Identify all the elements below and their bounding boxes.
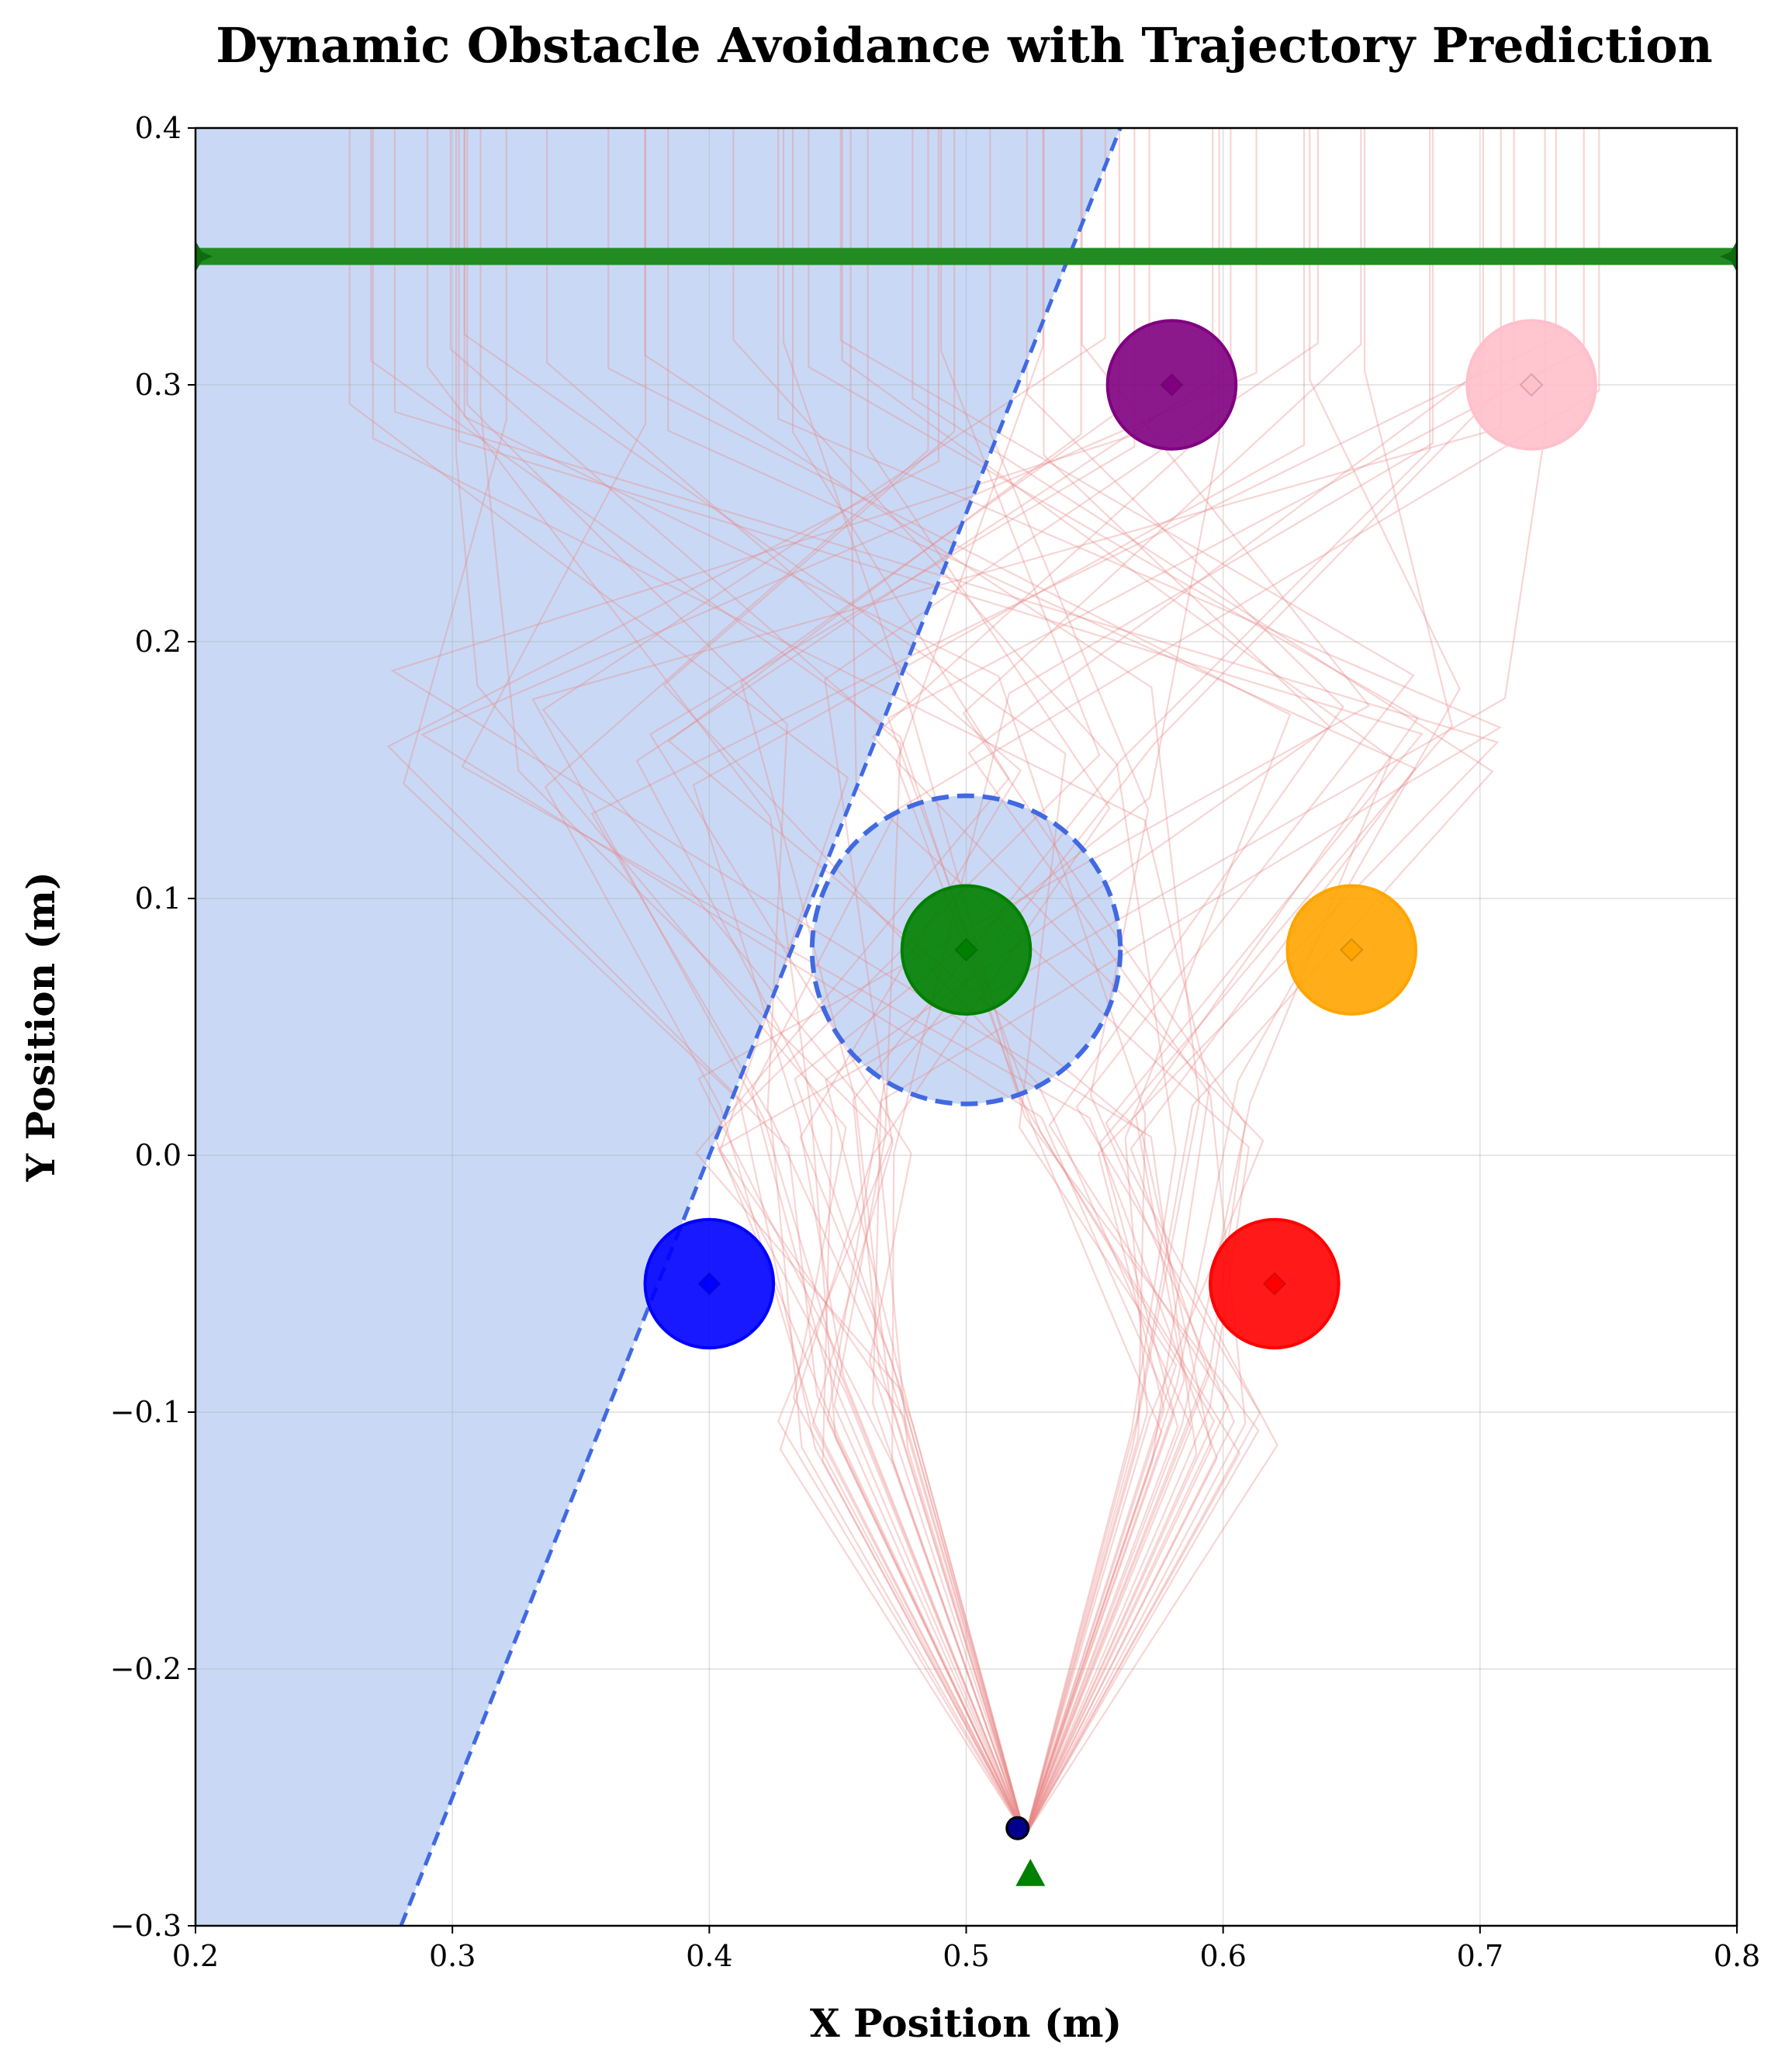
trajectory-line [750, 128, 1600, 1837]
current-position-marker [1005, 1816, 1030, 1840]
trajectory-line [1024, 128, 1454, 1837]
y-tick-label: 0.4 [135, 111, 182, 145]
x-tick-label: 0.3 [429, 1939, 476, 1973]
safety-circle [809, 793, 1123, 1106]
trajectory-line [849, 128, 1251, 1837]
x-tick-label: 0.4 [686, 1939, 732, 1973]
x-tick-label: 0.2 [172, 1939, 219, 1973]
trajectory-line [1024, 128, 1344, 1837]
trajectory-line [348, 128, 1026, 1837]
half-plane-boundary [399, 128, 1123, 1926]
trajectory-line [449, 128, 1026, 1837]
trajectory-line [479, 128, 1026, 1837]
trajectory-line [694, 128, 1026, 1837]
obstacle-center-marker [1519, 372, 1544, 397]
x-tick-label: 0.8 [1714, 1939, 1760, 1973]
x-tick-label: 0.5 [943, 1939, 989, 1973]
axis-ticks: 0.2 0.3 0.4 0.5 0.6 0.7 0.8 −0.3 −0.2 −0.1 0.0 0.1 0… [110, 111, 1761, 1973]
trajectory-line [461, 128, 1218, 1837]
trajectory-line [967, 128, 1484, 1837]
obstacle-center-marker [954, 937, 978, 962]
y-tick-label: 0.2 [135, 625, 182, 659]
y-tick-label: 0.1 [135, 881, 182, 916]
x-tick-label: 0.6 [1199, 1939, 1246, 1973]
trajectory-line [463, 128, 1178, 1837]
start-marker-icon [1015, 1858, 1046, 1886]
y-tick-label: 0.3 [135, 368, 182, 402]
trajectory-line [386, 128, 1026, 1837]
trajectory-line [607, 128, 1292, 1837]
trajectory-line [962, 128, 1362, 1837]
goal-star-icon [195, 241, 213, 272]
trajectory-line [777, 128, 1502, 1837]
trajectory-line [463, 128, 1147, 1837]
trajectory-line [662, 128, 1192, 1837]
trajectory-line [667, 128, 1417, 1837]
y-tick-label: 0.0 [135, 1138, 182, 1172]
trajectory-line [403, 128, 1026, 1837]
trajectory-line [808, 128, 1420, 1837]
trajectory-line [635, 128, 1232, 1837]
trajectory-line [692, 128, 1306, 1837]
trajectory-line [644, 128, 1201, 1837]
obstacle-center-marker [1160, 372, 1184, 397]
trajectory-line [732, 128, 1177, 1837]
plot-area [194, 126, 1738, 1927]
trajectory-line [420, 128, 1258, 1837]
y-axis-label: Y Position (m) [18, 871, 64, 1182]
x-axis-label: X Position (m) [810, 2000, 1122, 2046]
trajectory-line [590, 128, 1557, 1837]
obstacle-center-marker [1339, 937, 1364, 962]
trajectory-line [811, 128, 1320, 1837]
x-tick-label: 0.7 [1457, 1939, 1503, 1973]
trajectory-line [426, 128, 1026, 1837]
trajectory-line [825, 128, 1331, 1837]
y-tick-label: −0.3 [110, 1909, 182, 1943]
trajectory-line [544, 128, 1026, 1837]
half-plane-region [195, 128, 1121, 1926]
obstacle-center-marker [1262, 1272, 1287, 1296]
trajectory-line [541, 128, 1106, 1837]
trajectory-line [455, 128, 1026, 1837]
y-tick-label: −0.1 [110, 1395, 182, 1429]
y-tick-label: −0.2 [110, 1652, 182, 1686]
trajectory-line [697, 128, 1371, 1837]
trajectory-line [466, 128, 1026, 1837]
chart-title: Dynamic Obstacle Avoidance with Trajecto… [216, 17, 1712, 74]
obstacle-center-marker [697, 1272, 721, 1296]
trajectory-line [458, 128, 1424, 1837]
trajectory-line [372, 128, 1211, 1837]
trajectory-line [839, 128, 1415, 1837]
goal-star-icon [1720, 241, 1737, 272]
